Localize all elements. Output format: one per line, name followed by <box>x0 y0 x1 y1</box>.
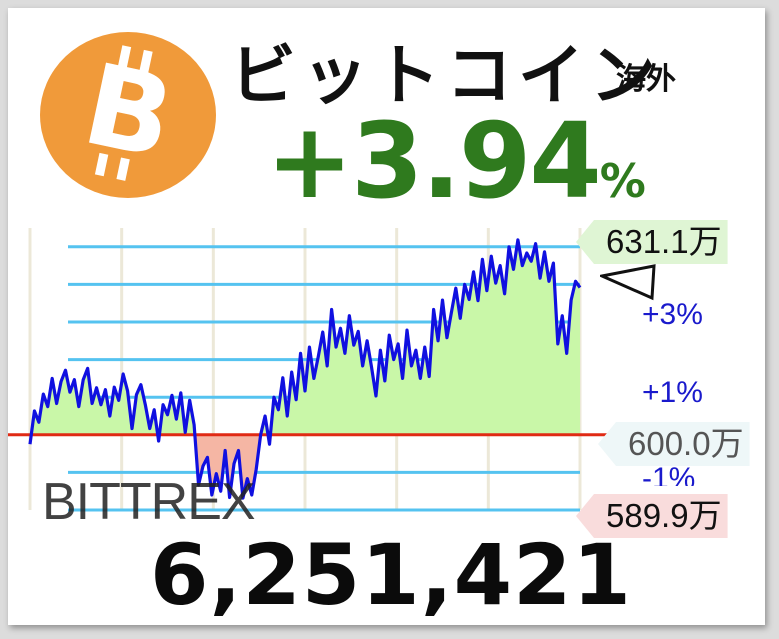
change-percent: +3.94% <box>266 100 646 222</box>
percent-label-plus1: +1% <box>642 376 703 409</box>
price-line <box>28 238 582 500</box>
high-price-tag: 631.1万 <box>576 220 728 264</box>
exchange-label: BITTREX <box>42 473 256 531</box>
asset-name: ビットコイン <box>230 37 662 114</box>
change-value: +3.94 <box>266 100 602 222</box>
percent-label-plus3: +3% <box>642 298 703 331</box>
base-price-tag: 600.0万 <box>598 422 750 466</box>
area-above-baseline <box>30 239 580 435</box>
low-price-tag: 589.9万 <box>576 494 728 538</box>
percent-label-minus1: -1% <box>642 462 696 486</box>
current-price-marker-icon <box>600 264 656 301</box>
ticker-card: B ビットコイン 海外 +3.94% BITTREX 631.1万 600.0万… <box>8 8 765 625</box>
region-label: 海外 <box>616 62 676 97</box>
bitcoin-icon: B <box>40 32 216 198</box>
price-chart <box>8 228 608 512</box>
current-price: 6,251,421 <box>150 526 632 624</box>
change-unit: % <box>599 154 646 208</box>
